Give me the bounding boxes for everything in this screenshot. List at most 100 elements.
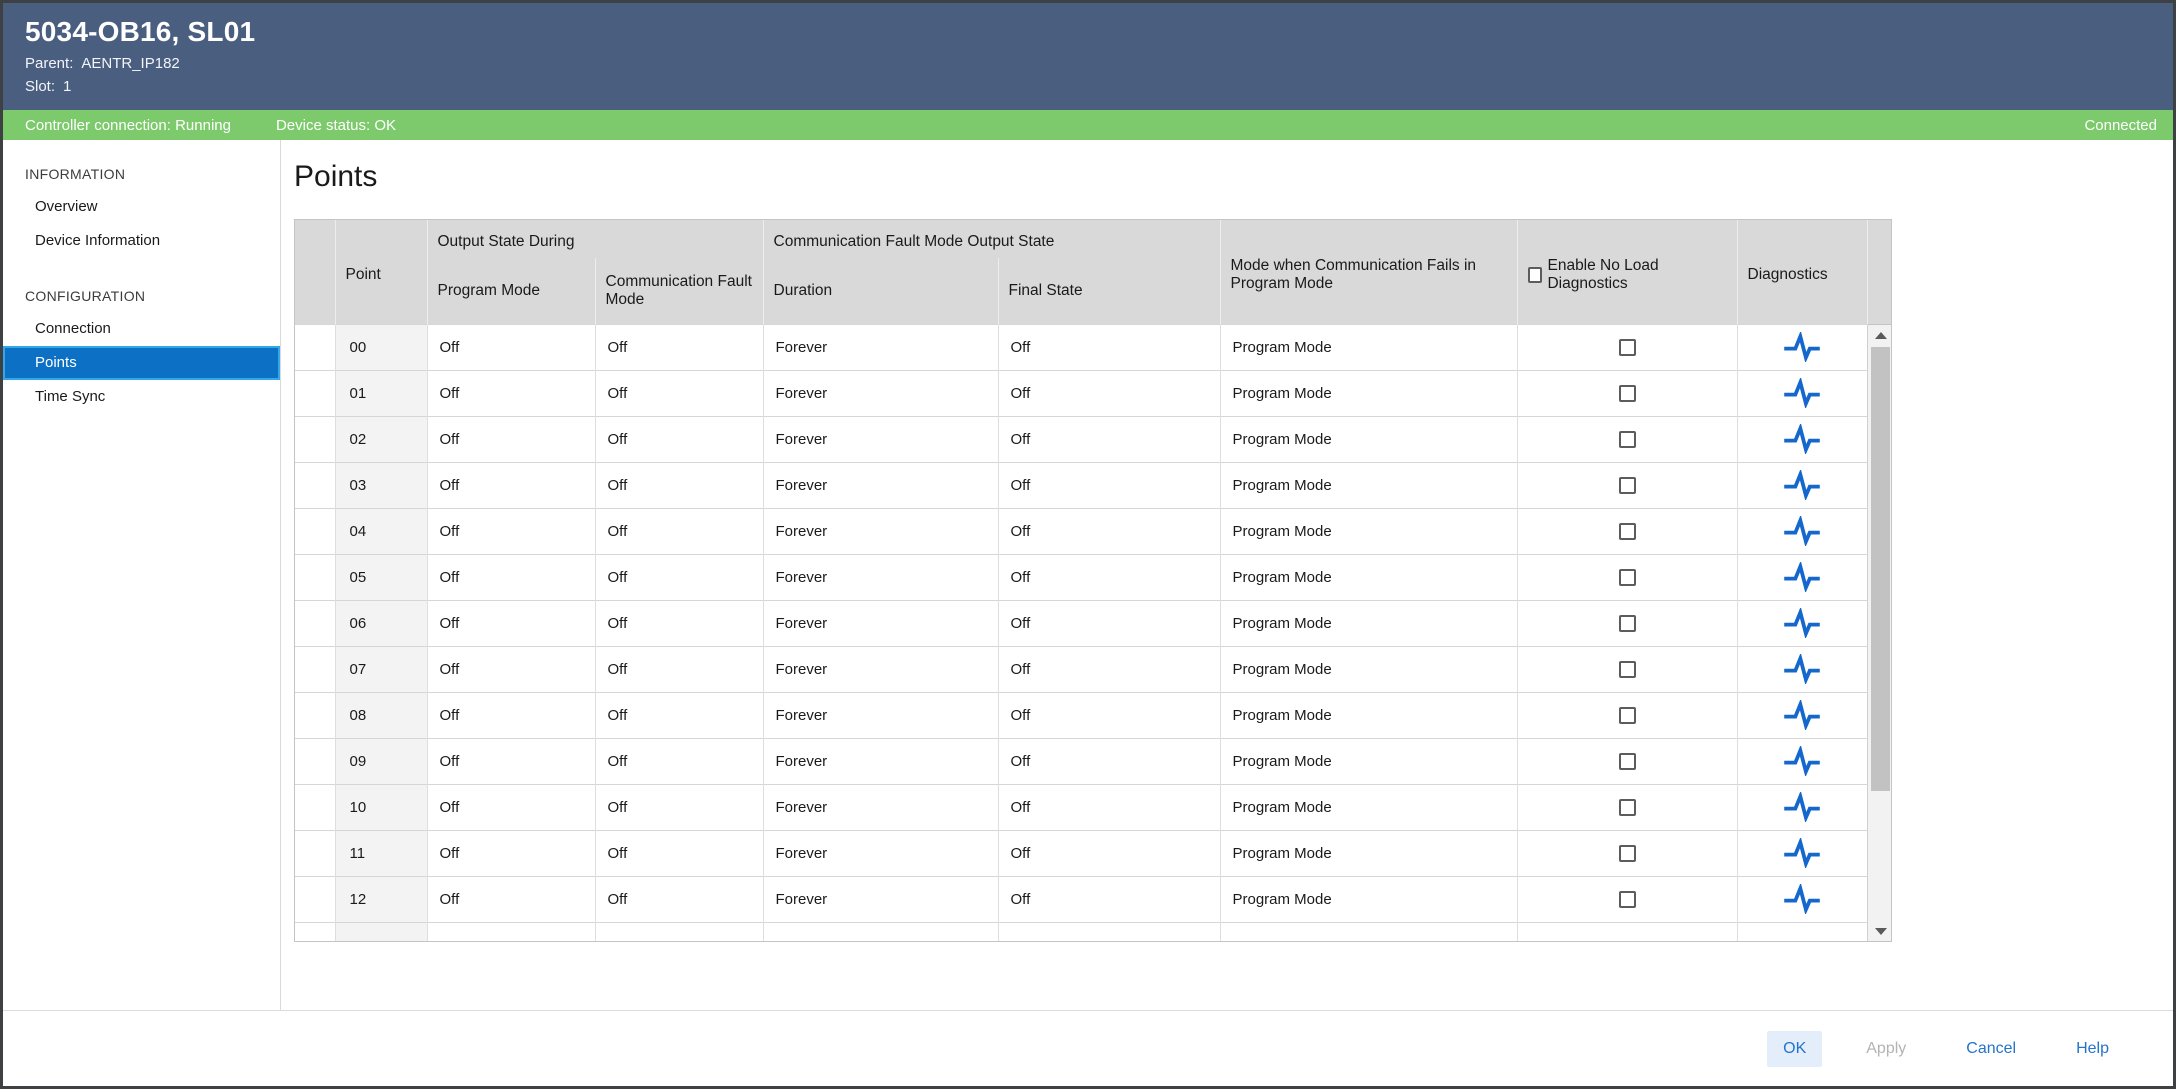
- cell-comm-fault-mode[interactable]: Off: [594, 875, 763, 922]
- cell-program-mode[interactable]: Off: [426, 415, 595, 462]
- sidebar-item-time-sync[interactable]: Time Sync: [35, 388, 106, 405]
- diagnostics-pulse-icon[interactable]: [1780, 882, 1824, 916]
- cell-mode-when-comm-fails[interactable]: Program Mode: [1219, 369, 1517, 416]
- cell-program-mode[interactable]: Off: [426, 737, 595, 784]
- row-selector[interactable]: [295, 645, 335, 692]
- sidebar-item-connection[interactable]: Connection: [35, 320, 111, 337]
- diagnostics-pulse-icon[interactable]: [1780, 422, 1824, 456]
- cell-duration[interactable]: Forever: [762, 323, 998, 370]
- cell-comm-fault-mode[interactable]: Off: [594, 507, 763, 554]
- vertical-scrollbar[interactable]: [1867, 220, 1891, 941]
- cell-program-mode[interactable]: Off: [426, 599, 595, 646]
- diagnostics-pulse-icon[interactable]: [1780, 376, 1824, 410]
- ok-button[interactable]: OK: [1767, 1030, 1823, 1067]
- cell-comm-fault-mode[interactable]: Off: [594, 599, 763, 646]
- cell-duration[interactable]: Forever: [762, 553, 998, 600]
- diagnostics-pulse-icon[interactable]: [1780, 836, 1824, 870]
- cell-mode-when-comm-fails[interactable]: Program Mode: [1219, 415, 1517, 462]
- cell-comm-fault-mode[interactable]: Off: [594, 691, 763, 738]
- cell-duration[interactable]: Forever: [762, 691, 998, 738]
- diagnostics-pulse-icon[interactable]: [1780, 790, 1824, 824]
- row-selector[interactable]: [295, 415, 335, 462]
- cell-duration[interactable]: Forever: [762, 415, 998, 462]
- enable-no-load-all-checkbox[interactable]: [1527, 266, 1543, 283]
- cell-final-state[interactable]: Off: [997, 783, 1220, 830]
- cell-program-mode[interactable]: Off: [426, 829, 595, 876]
- cell-comm-fault-mode[interactable]: Off: [594, 415, 763, 462]
- cell-comm-fault-mode[interactable]: Off: [594, 553, 763, 600]
- row-selector[interactable]: [295, 783, 335, 830]
- diagnostics-pulse-icon[interactable]: [1780, 514, 1824, 548]
- cell-duration[interactable]: Forever: [762, 369, 998, 416]
- row-selector[interactable]: [295, 553, 335, 600]
- row-selector[interactable]: [295, 369, 335, 416]
- no-load-checkbox[interactable]: [1618, 338, 1636, 356]
- cell-final-state[interactable]: Off: [997, 875, 1220, 922]
- cell-program-mode[interactable]: Off: [426, 691, 595, 738]
- cancel-button[interactable]: Cancel: [1950, 1031, 2032, 1067]
- row-selector[interactable]: [295, 875, 335, 922]
- no-load-checkbox[interactable]: [1618, 614, 1636, 632]
- sidebar-item-device-information[interactable]: Device Information: [35, 232, 161, 249]
- no-load-checkbox[interactable]: [1618, 430, 1636, 448]
- no-load-checkbox[interactable]: [1618, 706, 1636, 724]
- cell-final-state[interactable]: Off: [997, 415, 1220, 462]
- cell-mode-when-comm-fails[interactable]: Program Mode: [1219, 829, 1517, 876]
- diagnostics-pulse-icon[interactable]: [1780, 698, 1824, 732]
- cell-final-state[interactable]: Off: [997, 599, 1220, 646]
- row-selector[interactable]: [295, 507, 335, 554]
- diagnostics-pulse-icon[interactable]: [1780, 560, 1824, 594]
- cell-program-mode[interactable]: Off: [426, 461, 595, 508]
- sidebar-item-points[interactable]: Points: [3, 346, 280, 380]
- no-load-checkbox[interactable]: [1618, 660, 1636, 678]
- cell-final-state[interactable]: Off: [997, 737, 1220, 784]
- cell-duration[interactable]: Forever: [762, 829, 998, 876]
- no-load-checkbox[interactable]: [1618, 798, 1636, 816]
- row-selector[interactable]: [295, 323, 335, 370]
- cell-mode-when-comm-fails[interactable]: Program Mode: [1219, 645, 1517, 692]
- cell-duration[interactable]: Forever: [762, 507, 998, 554]
- cell-comm-fault-mode[interactable]: Off: [594, 369, 763, 416]
- no-load-checkbox[interactable]: [1618, 844, 1636, 862]
- no-load-checkbox[interactable]: [1618, 890, 1636, 908]
- cell-final-state[interactable]: Off: [997, 461, 1220, 508]
- cell-program-mode[interactable]: Off: [426, 323, 595, 370]
- apply-button[interactable]: Apply: [1850, 1031, 1922, 1067]
- cell-program-mode[interactable]: Off: [426, 875, 595, 922]
- cell-mode-when-comm-fails[interactable]: Program Mode: [1219, 461, 1517, 508]
- row-selector[interactable]: [295, 737, 335, 784]
- row-selector[interactable]: [295, 599, 335, 646]
- diagnostics-pulse-icon[interactable]: [1780, 606, 1824, 640]
- diagnostics-pulse-icon[interactable]: [1780, 652, 1824, 686]
- row-selector[interactable]: [295, 829, 335, 876]
- cell-final-state[interactable]: Off: [997, 369, 1220, 416]
- cell-comm-fault-mode[interactable]: Off: [594, 645, 763, 692]
- cell-final-state[interactable]: Off: [997, 691, 1220, 738]
- cell-final-state[interactable]: Off: [997, 645, 1220, 692]
- no-load-checkbox[interactable]: [1618, 476, 1636, 494]
- cell-comm-fault-mode[interactable]: Off: [594, 783, 763, 830]
- cell-comm-fault-mode[interactable]: Off: [594, 461, 763, 508]
- cell-duration[interactable]: Forever: [762, 737, 998, 784]
- cell-mode-when-comm-fails[interactable]: Program Mode: [1219, 691, 1517, 738]
- row-selector[interactable]: [295, 461, 335, 508]
- diagnostics-pulse-icon[interactable]: [1780, 330, 1824, 364]
- cell-duration[interactable]: Forever: [762, 599, 998, 646]
- diagnostics-pulse-icon[interactable]: [1780, 468, 1824, 502]
- row-selector[interactable]: [295, 691, 335, 738]
- scroll-up-button[interactable]: [1868, 325, 1891, 345]
- no-load-checkbox[interactable]: [1618, 384, 1636, 402]
- cell-duration[interactable]: Forever: [762, 645, 998, 692]
- cell-duration[interactable]: Forever: [762, 783, 998, 830]
- scrollbar-thumb[interactable]: [1871, 347, 1890, 791]
- scrollbar-track[interactable]: [1868, 325, 1891, 941]
- help-button[interactable]: Help: [2060, 1031, 2125, 1067]
- cell-program-mode[interactable]: Off: [426, 783, 595, 830]
- no-load-checkbox[interactable]: [1618, 568, 1636, 586]
- cell-mode-when-comm-fails[interactable]: Program Mode: [1219, 875, 1517, 922]
- cell-program-mode[interactable]: Off: [426, 645, 595, 692]
- sidebar-item-overview[interactable]: Overview: [35, 198, 98, 215]
- scroll-down-button[interactable]: [1868, 921, 1891, 941]
- cell-comm-fault-mode[interactable]: Off: [594, 323, 763, 370]
- cell-final-state[interactable]: Off: [997, 553, 1220, 600]
